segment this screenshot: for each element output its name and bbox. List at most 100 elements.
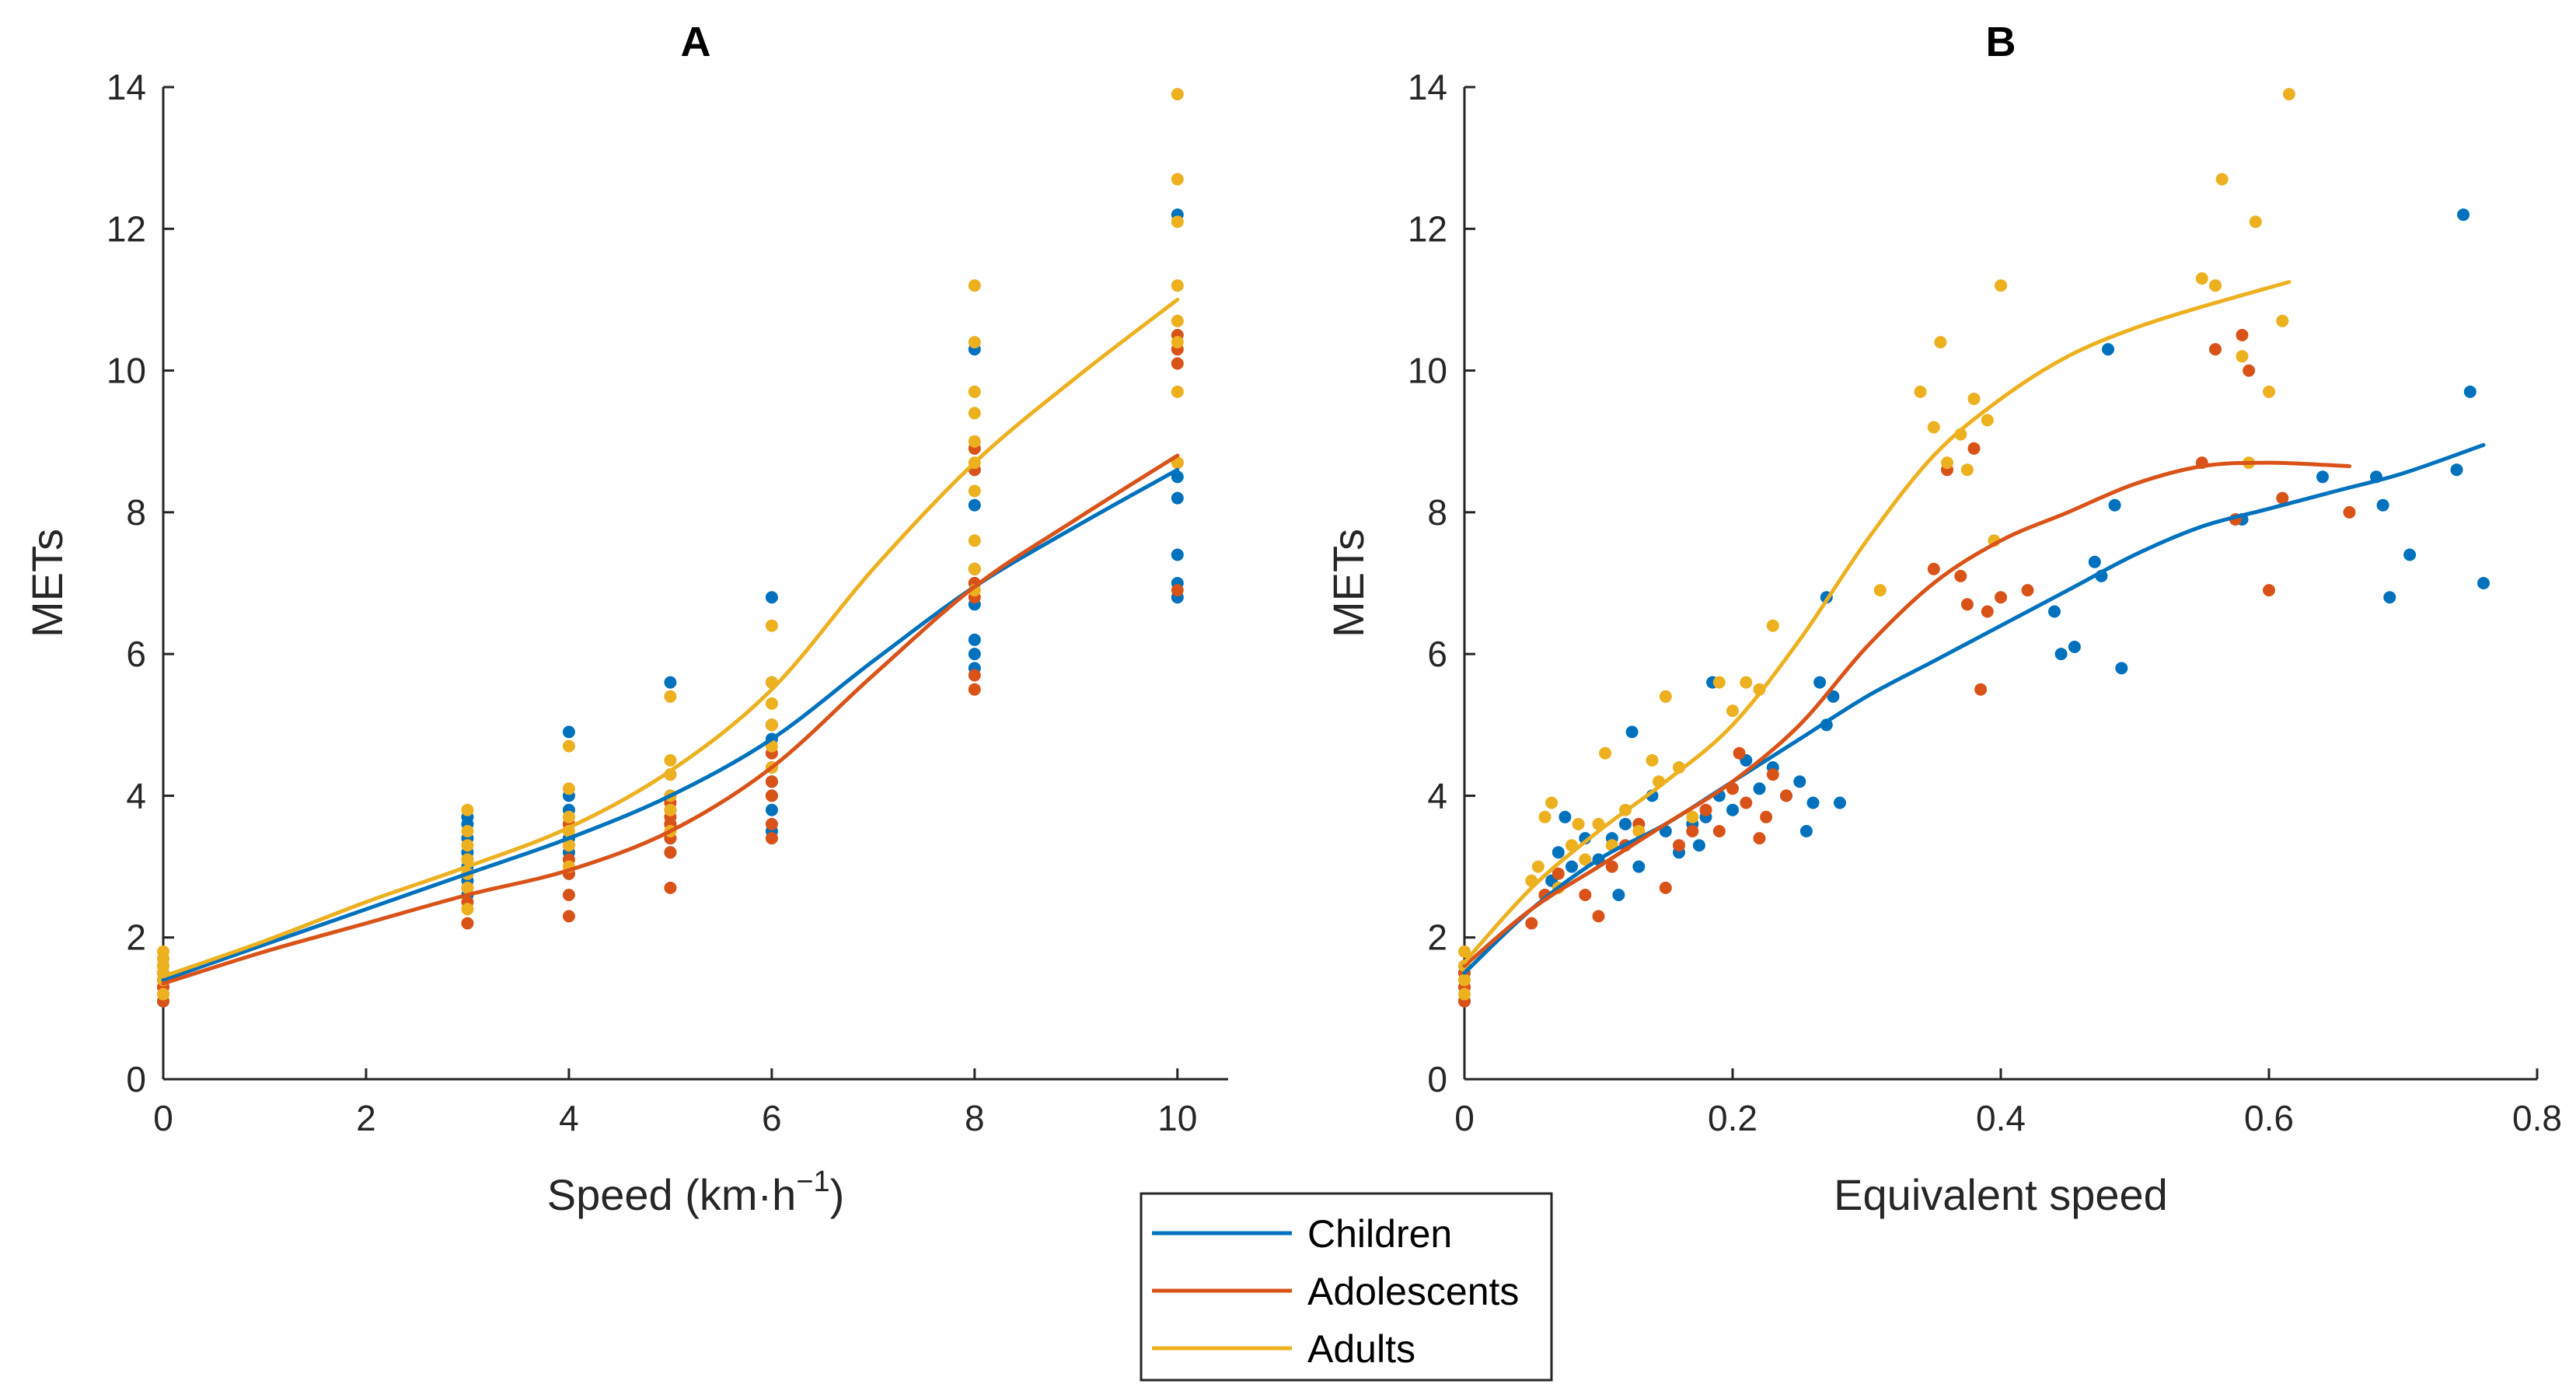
data-point-adults <box>1545 796 1559 809</box>
data-point-adults <box>1171 385 1184 398</box>
y-tick-label-b: 8 <box>1427 492 1447 533</box>
data-point-adolescents <box>1780 789 1792 802</box>
data-point-children <box>1625 725 1639 739</box>
data-point-children <box>1834 796 1846 809</box>
data-point-adults <box>968 279 981 292</box>
panel-a: 0 2 4 6 8 10 12 14 0 2 4 6 8 10 A METs Speed (km·h−1) <box>23 19 1228 1219</box>
data-point-adults <box>1873 584 1887 597</box>
data-point-children <box>968 648 981 661</box>
data-point-children <box>1813 676 1827 689</box>
data-point-children <box>1793 775 1806 788</box>
data-point-adults <box>1740 676 1753 689</box>
data-point-adults <box>1981 414 1994 427</box>
data-point-adults <box>461 853 474 866</box>
data-point-adolescents <box>1699 803 1712 816</box>
y-tick-label-b: 2 <box>1427 917 1447 958</box>
data-point-adults <box>1579 853 1592 866</box>
fit-line-adults-a <box>161 297 1180 979</box>
data-point-adults <box>1960 463 1974 477</box>
data-point-adults <box>968 534 981 547</box>
series-adolescents-a <box>157 329 1184 1008</box>
data-point-adolescents <box>1712 825 1726 837</box>
data-point-adults <box>2195 272 2208 285</box>
x-tick-label-a: 4 <box>559 1098 579 1138</box>
data-point-adolescents <box>1171 584 1184 597</box>
y-tick-label-b: 10 <box>1408 351 1447 391</box>
data-point-children <box>1806 796 1820 809</box>
data-point-adolescents <box>2236 329 2249 341</box>
data-point-adolescents <box>1659 881 1672 894</box>
series-adults-a <box>157 88 1184 1001</box>
data-point-adults <box>1171 215 1184 229</box>
panel-b: 0 2 4 6 8 10 12 14 0 0.2 0.4 0.6 0.8 B METs Equivalent … <box>1324 19 2562 1219</box>
data-point-children <box>1799 825 1813 837</box>
data-point-children <box>765 591 778 604</box>
data-point-adolescents <box>1760 810 1773 823</box>
data-point-adults <box>2282 88 2295 101</box>
y-tick-label-a: 8 <box>126 492 146 533</box>
x-tick-label-a: 2 <box>356 1098 376 1138</box>
data-point-children <box>2450 463 2463 477</box>
data-point-adults <box>1531 860 1545 873</box>
y-tick-label-a: 10 <box>106 351 146 391</box>
y-tick-label-a: 0 <box>126 1059 146 1099</box>
data-point-children <box>2068 641 2081 653</box>
data-point-adults <box>1927 421 1940 434</box>
data-point-adults <box>1572 817 1585 830</box>
data-point-adults <box>1171 336 1184 349</box>
data-point-children <box>2477 577 2490 589</box>
data-point-adults <box>664 753 677 767</box>
data-point-adults <box>968 484 981 498</box>
data-point-adults <box>1914 385 1927 398</box>
data-point-children <box>2463 385 2477 398</box>
panel-title-a: A <box>681 19 711 65</box>
data-point-adolescents <box>1954 569 1967 582</box>
legend-label-adults: Adults <box>1307 1327 1415 1371</box>
data-point-adults <box>562 782 575 795</box>
data-point-children <box>968 498 981 512</box>
data-point-adults <box>157 945 169 958</box>
data-point-adolescents <box>1995 591 2007 604</box>
y-axis-label-b: METs <box>1324 529 1373 638</box>
data-point-adults <box>461 839 474 852</box>
data-point-adults <box>461 825 474 837</box>
data-point-children <box>1692 839 1705 852</box>
data-point-children <box>765 803 778 816</box>
data-point-adolescents <box>968 683 981 696</box>
data-point-children <box>2376 498 2389 512</box>
data-point-adolescents <box>2343 505 2356 519</box>
data-point-adults <box>1941 456 1953 470</box>
data-point-adults <box>1599 746 1612 760</box>
data-point-adolescents <box>664 846 677 859</box>
data-point-adults <box>968 385 981 398</box>
y-axis-label-a: METs <box>23 529 72 638</box>
data-point-adolescents <box>1981 605 1994 618</box>
data-point-adolescents <box>1686 825 1699 837</box>
data-point-children <box>2457 208 2470 222</box>
x-axis-label-a: Speed (km·h−1) <box>547 1166 845 1219</box>
x-tick-label-a: 8 <box>965 1098 985 1138</box>
series-adults-b <box>1458 88 2295 1001</box>
data-point-adults <box>1686 810 1699 823</box>
data-point-adolescents <box>1766 768 1779 781</box>
legend-label-children: Children <box>1307 1212 1452 1256</box>
data-point-children <box>1559 810 1572 823</box>
fit-line-adults-b <box>1462 280 2292 965</box>
data-point-adults <box>664 690 677 703</box>
y-tick-label-a: 4 <box>126 775 146 816</box>
data-point-adults <box>1995 279 2007 292</box>
data-point-children <box>1619 817 1632 830</box>
data-point-adolescents <box>1552 867 1565 880</box>
data-point-adults <box>562 739 575 753</box>
data-point-children <box>2088 555 2101 568</box>
data-point-children <box>2403 548 2417 561</box>
data-point-children <box>2108 498 2121 512</box>
data-point-adults <box>461 903 474 916</box>
y-tick-label-b: 14 <box>1408 67 1447 107</box>
data-point-children <box>1753 782 1766 795</box>
x-tick-label-b: 0 <box>1454 1098 1475 1138</box>
data-point-adults <box>1171 173 1184 186</box>
x-tick-label-a: 0 <box>153 1098 173 1138</box>
panel-title-b: B <box>1986 19 2016 65</box>
